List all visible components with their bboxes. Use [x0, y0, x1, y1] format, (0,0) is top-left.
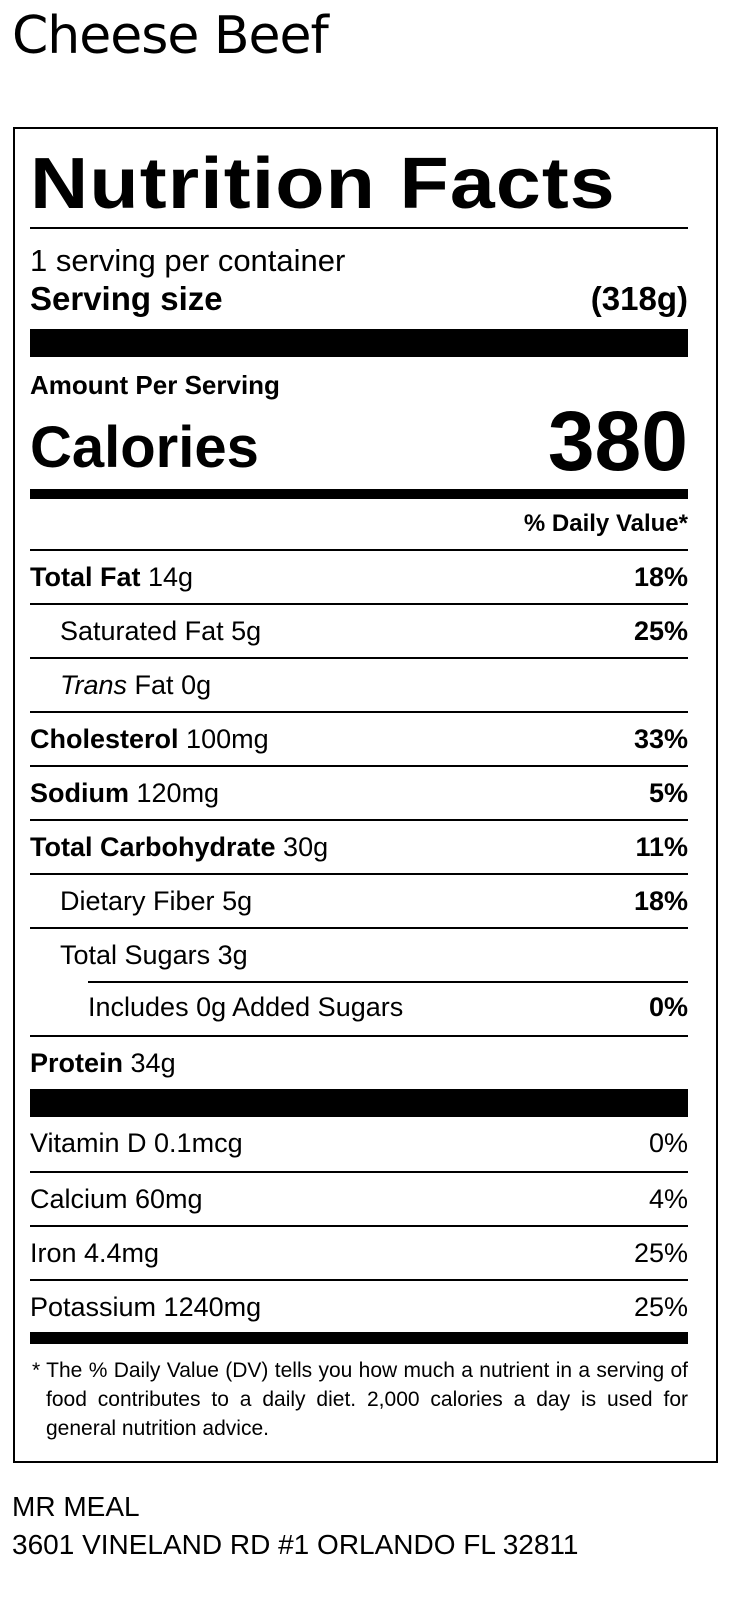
- nutrient-row-dietary-fiber: Dietary Fiber 5g 18%: [30, 873, 688, 927]
- vitamin-dv: 4%: [648, 1184, 688, 1214]
- nutrient-amount: 5g: [231, 616, 262, 646]
- nutrient-amount: 14g: [148, 562, 194, 592]
- nutrient-row-trans-fat: Trans Fat 0g: [30, 657, 688, 711]
- nutrient-name: Total Fat: [30, 562, 141, 592]
- serving-size-value: (318g): [590, 280, 688, 317]
- vitamin-row-vitamin-d: Vitamin D 0.1mcg 0%: [30, 1117, 688, 1171]
- nutrient-row-added-sugars: Includes 0g Added Sugars 0%: [30, 981, 688, 1035]
- nutrient-row-total-carbohydrate: Total Carbohydrate 30g 11%: [30, 819, 688, 873]
- nutrient-amount: 5g: [222, 886, 253, 916]
- nutrient-amount: 100mg: [186, 724, 269, 754]
- nutrient-dv: 0%: [648, 992, 688, 1022]
- calories-label: Calories: [30, 415, 259, 480]
- nutrient-name: Total Carbohydrate: [30, 832, 276, 862]
- vitamin-row-calcium: Calcium 60mg 4%: [30, 1171, 688, 1225]
- manufacturer-address: 3601 VINELAND RD #1 ORLANDO FL 32811: [12, 1529, 579, 1560]
- thick-divider: [30, 329, 688, 357]
- nutrient-name-suffix: Fat: [134, 670, 174, 700]
- vitamin-dv: 25%: [633, 1292, 688, 1322]
- nutrient-amount: 34g: [130, 1048, 176, 1078]
- vitamin-dv: 0%: [648, 1128, 688, 1158]
- amount-per-serving: Amount Per Serving: [30, 370, 280, 400]
- nutrient-row-total-sugars: Total Sugars 3g: [30, 927, 688, 981]
- vitamin-text: Calcium 60mg: [30, 1184, 203, 1214]
- nutrient-name: Includes 0g Added Sugars: [88, 992, 404, 1022]
- nutrient-row-saturated-fat: Saturated Fat 5g 25%: [30, 603, 688, 657]
- product-title: Cheese Beef: [12, 6, 329, 66]
- nutrient-amount: 0g: [181, 670, 212, 700]
- nutrient-amount: 3g: [217, 940, 248, 970]
- nutrient-row-protein: Protein 34g: [30, 1035, 688, 1089]
- serving-size: Serving size (318g): [30, 279, 688, 319]
- nutrient-name: Protein: [30, 1048, 124, 1078]
- medium-divider: [30, 1332, 688, 1344]
- nutrition-facts-label: Nutrition Facts 1 serving per container …: [13, 127, 718, 1463]
- nutrient-dv: 25%: [633, 616, 688, 646]
- nutrient-name: Sodium: [30, 778, 129, 808]
- nutrient-name: Cholesterol: [30, 724, 179, 754]
- calories-value: 380: [547, 394, 688, 488]
- nutrient-row-cholesterol: Cholesterol 100mg 33%: [30, 711, 688, 765]
- daily-value-header: % Daily Value*: [523, 510, 688, 537]
- divider: [30, 227, 688, 229]
- nutrient-amount: 30g: [283, 832, 329, 862]
- nutrient-row-sodium: Sodium 120mg 5%: [30, 765, 688, 819]
- nutrient-dv: 18%: [633, 886, 688, 916]
- calories-row: Calories 380: [30, 399, 688, 483]
- label-heading: Nutrition Facts: [30, 144, 616, 224]
- nutrient-dv: 5%: [648, 778, 688, 808]
- vitamin-text: Iron 4.4mg: [30, 1238, 160, 1268]
- vitamin-row-iron: Iron 4.4mg 25%: [30, 1225, 688, 1279]
- nutrient-name: Saturated Fat: [60, 616, 224, 646]
- vitamins-section: Vitamin D 0.1mcg 0% Calcium 60mg 4% Iron 4…: [30, 1117, 688, 1333]
- servings-per-container: 1 serving per container: [30, 243, 346, 278]
- nutrient-dv: 33%: [633, 724, 688, 754]
- manufacturer-info: MR MEAL 3601 VINELAND RD #1 ORLANDO FL 3…: [12, 1488, 578, 1564]
- footnote: * The % Daily Value (DV) tells you how m…: [32, 1359, 688, 1440]
- vitamin-row-potassium: Potassium 1240mg 25%: [30, 1279, 688, 1333]
- medium-divider: [30, 489, 688, 499]
- nutrient-dv: 11%: [635, 832, 688, 862]
- vitamin-text: Potassium 1240mg: [30, 1292, 262, 1322]
- nutrient-name: Trans: [60, 670, 128, 700]
- nutrient-amount: 120mg: [136, 778, 220, 808]
- manufacturer-name: MR MEAL: [12, 1491, 140, 1522]
- nutrient-name: Total Sugars: [60, 940, 211, 970]
- thick-divider: [30, 1089, 688, 1117]
- vitamin-dv: 25%: [633, 1238, 688, 1268]
- nutrient-name: Dietary Fiber: [60, 886, 215, 916]
- nutrient-dv: 18%: [633, 562, 688, 592]
- serving-size-label: Serving size: [30, 280, 223, 317]
- vitamin-text: Vitamin D 0.1mcg: [30, 1128, 243, 1158]
- nutrient-row-total-fat: Total Fat 14g 18%: [30, 549, 688, 603]
